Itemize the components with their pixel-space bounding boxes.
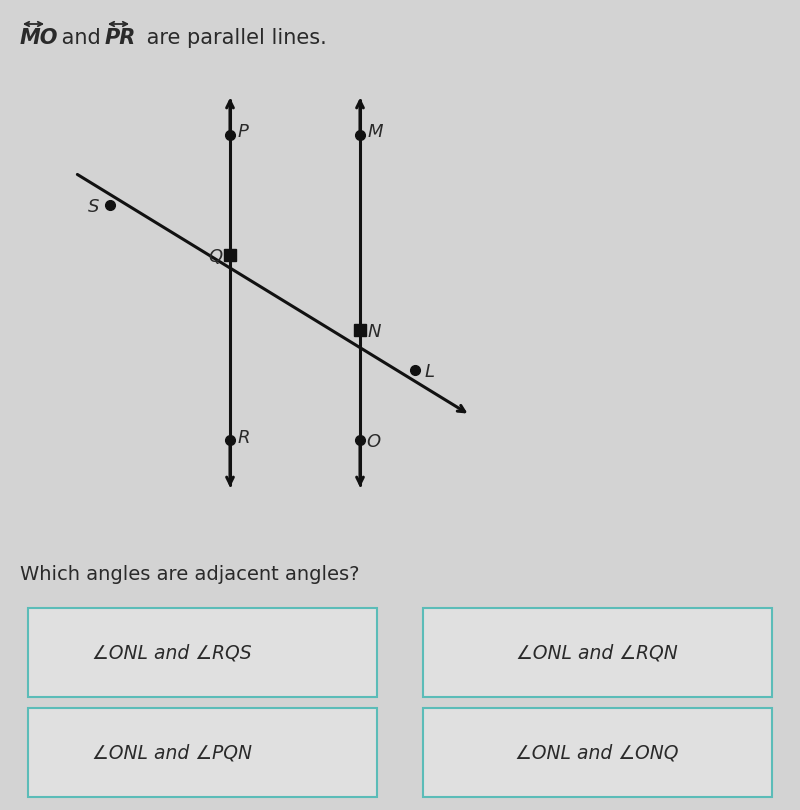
- Text: MO: MO: [20, 28, 58, 48]
- Text: S: S: [88, 198, 99, 216]
- Text: are parallel lines.: are parallel lines.: [140, 28, 326, 48]
- Text: L: L: [425, 363, 435, 381]
- FancyBboxPatch shape: [423, 708, 772, 797]
- Text: ∠ONL and ∠RQN: ∠ONL and ∠RQN: [516, 643, 678, 663]
- Text: R: R: [238, 429, 250, 447]
- Text: Q: Q: [208, 248, 222, 266]
- FancyBboxPatch shape: [28, 708, 377, 797]
- Text: O: O: [366, 433, 380, 451]
- FancyBboxPatch shape: [28, 608, 377, 697]
- Text: Which angles are adjacent angles?: Which angles are adjacent angles?: [20, 565, 359, 585]
- Text: ∠ONL and ∠ONQ: ∠ONL and ∠ONQ: [515, 744, 678, 762]
- Text: M: M: [368, 123, 383, 141]
- Text: N: N: [368, 323, 382, 341]
- Text: ∠ONL and ∠RQS: ∠ONL and ∠RQS: [92, 643, 252, 663]
- FancyBboxPatch shape: [423, 608, 772, 697]
- Text: ∠ONL and ∠PQN: ∠ONL and ∠PQN: [92, 744, 252, 762]
- Text: PR: PR: [105, 28, 136, 48]
- Text: and: and: [55, 28, 107, 48]
- Text: P: P: [238, 123, 249, 141]
